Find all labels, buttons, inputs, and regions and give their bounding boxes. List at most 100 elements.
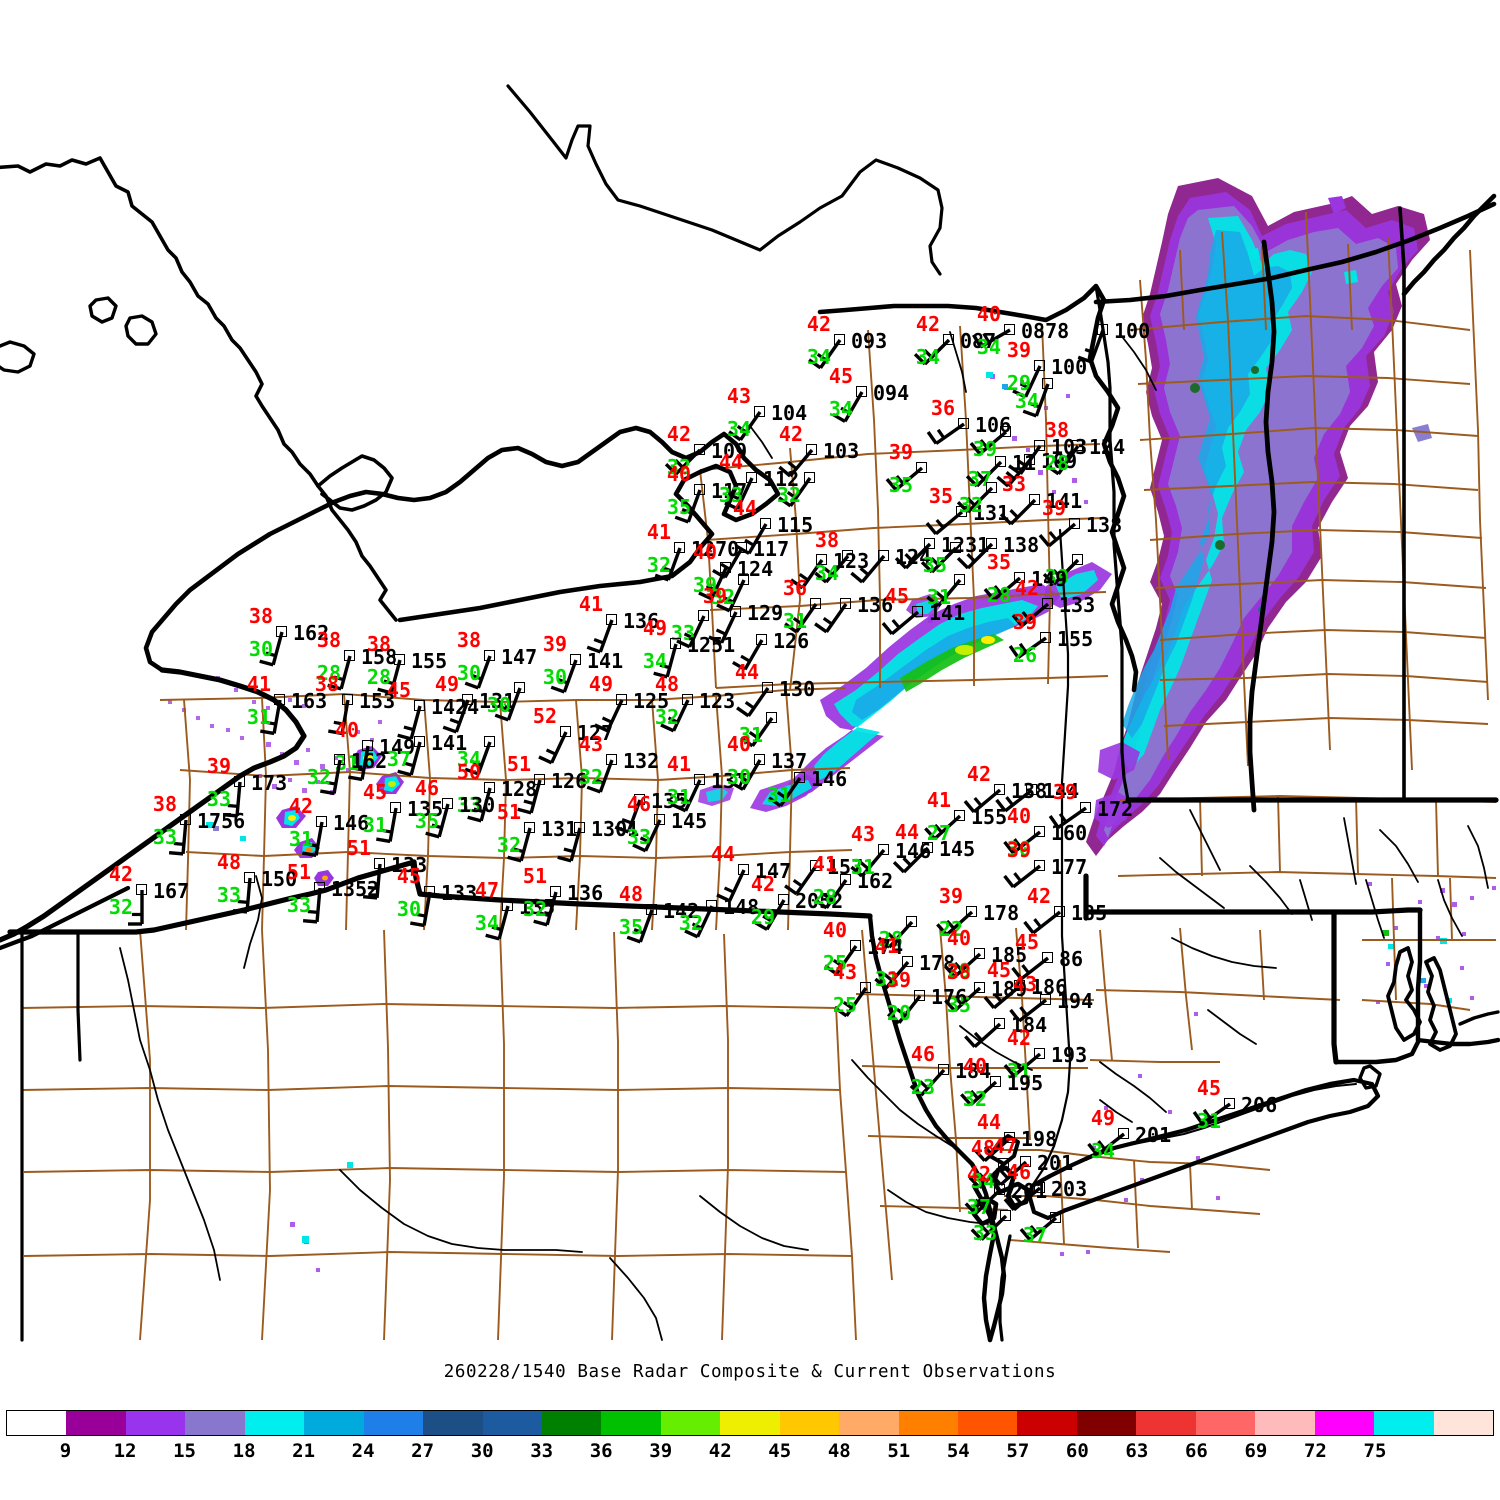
- station-identifier: 126: [773, 629, 810, 653]
- station-marker: [334, 754, 345, 765]
- station-marker: [414, 700, 425, 711]
- station-identifier: 176: [931, 985, 968, 1009]
- station-marker: [924, 538, 935, 549]
- station-identifier: 174: [867, 935, 904, 959]
- station-temperature: 41: [926, 788, 951, 812]
- station-temperature: 42: [108, 862, 133, 886]
- station-temperature: 39: [1052, 780, 1077, 804]
- station-dewpoint: 30: [726, 765, 751, 789]
- station-marker: [720, 562, 731, 573]
- radar-map-canvas[interactable]: 4234093453409442340874034087839291001003…: [0, 0, 1500, 1356]
- wind-barb-icon: [425, 803, 450, 839]
- wind-barb-icon: [716, 579, 746, 613]
- station-dewpoint: 37: [1022, 1223, 1047, 1247]
- station-marker: [534, 774, 545, 785]
- station-identifier: 145: [671, 809, 708, 833]
- colorbar-tick: 48: [827, 1440, 851, 1462]
- station-dewpoint: 37: [966, 1195, 991, 1219]
- station-temperature: 39: [886, 968, 911, 992]
- station-temperature: 48: [970, 1136, 995, 1160]
- station-marker: [524, 822, 535, 833]
- wind-barb-icon: [302, 887, 322, 924]
- colorbar-segment: [1374, 1411, 1434, 1435]
- station-dewpoint: 32: [962, 1087, 987, 1111]
- station-marker: [804, 472, 815, 483]
- station-identifier: 162: [293, 621, 330, 645]
- wind-barb-icon: [464, 655, 492, 690]
- colorbar-segment: [185, 1411, 245, 1435]
- colorbar-tick-labels: 9 12 15 18 21 24 27 30 33 36 39 42 45 48 51 54 57 60 63 66 6…: [6, 1436, 1494, 1466]
- wind-barb-icon: [1038, 522, 1077, 548]
- station-identifier: 172: [1097, 797, 1134, 821]
- station-temperature: 46: [1006, 1160, 1031, 1184]
- colorbar-tick: 60: [1065, 1440, 1089, 1462]
- station-temperature: 39: [1006, 838, 1031, 862]
- station-temperature: 51: [286, 860, 311, 884]
- wind-barb-icon: [716, 869, 746, 903]
- station-marker: [374, 858, 385, 869]
- station-marker: [950, 542, 961, 553]
- station-marker: [606, 754, 617, 765]
- colorbar-tick: 66: [1184, 1440, 1208, 1462]
- reflectivity-colorbar[interactable]: 9 12 15 18 21 24 27 30 33 36 39 42 45 48 51 54 57 60 63 66 6…: [6, 1410, 1494, 1490]
- station-temperature: 45: [1014, 930, 1039, 954]
- station-identifier: 145: [939, 837, 976, 861]
- station-dewpoint: 32: [646, 553, 671, 577]
- station-identifier: 206: [1241, 1093, 1278, 1117]
- station-temperature: 40: [822, 918, 847, 942]
- wind-barb-icon: [924, 814, 962, 841]
- station-marker: [442, 798, 453, 809]
- station-temperature: 44: [734, 660, 759, 684]
- wind-barb-icon: [972, 328, 1011, 349]
- station-marker: [1118, 1128, 1129, 1139]
- wind-barb-icon: [348, 745, 370, 782]
- station-identifier: 130: [459, 793, 496, 817]
- station-marker: [794, 772, 805, 783]
- station-temperature: 51: [506, 752, 531, 776]
- station-identifier: 193: [1051, 1043, 1088, 1067]
- station-identifier: 104: [771, 401, 808, 425]
- station-marker: [834, 334, 845, 345]
- station-marker: [276, 626, 287, 637]
- station-dewpoint: 34: [806, 345, 831, 369]
- station-dewpoint: 37: [386, 747, 411, 771]
- station-identifier: 128: [501, 777, 538, 801]
- station-dewpoint: 31: [850, 855, 875, 879]
- wind-barb-icon: [653, 643, 678, 679]
- station-dewpoint: 28: [878, 927, 903, 951]
- colorbar-tick: 18: [232, 1440, 256, 1462]
- station-marker: [1004, 324, 1015, 335]
- station-identifier: 1301: [591, 817, 640, 841]
- station-identifier: 124: [1089, 435, 1126, 459]
- wind-barb-icon: [925, 510, 964, 536]
- station-temperature: 51: [496, 800, 521, 824]
- colorbar-tick: 75: [1363, 1440, 1387, 1462]
- station-dewpoint: 34: [1090, 1139, 1115, 1163]
- station-dewpoint: 32: [678, 911, 703, 935]
- station-temperature: 40: [334, 718, 359, 742]
- station-marker: [1042, 952, 1053, 963]
- station-dewpoint: 33: [286, 893, 311, 917]
- station-identifier: 185: [1071, 901, 1108, 925]
- station-identifier: 153: [359, 689, 396, 713]
- station-temperature: 40: [666, 462, 691, 486]
- station-marker: [954, 810, 965, 821]
- station-marker: [842, 550, 853, 561]
- station-marker: [994, 1184, 1005, 1195]
- product-title: 260228/1540 Base Radar Composite & Curre…: [443, 1362, 1057, 1382]
- station-temperature: 42: [915, 312, 940, 336]
- station-temperature: 45: [1196, 1076, 1221, 1100]
- station-marker: [914, 990, 925, 1001]
- station-dewpoint: 31: [666, 785, 691, 809]
- station-dewpoint: 23: [910, 1075, 935, 1099]
- station-identifier: 093: [851, 329, 888, 353]
- station-identifier: 141: [929, 601, 966, 625]
- station-identifier: 184: [955, 1059, 992, 1083]
- station-marker: [1072, 554, 1083, 565]
- station-marker: [906, 916, 917, 927]
- wind-barb-icon: [168, 819, 188, 856]
- station-identifier: 094: [873, 381, 910, 405]
- station-temperature: 40: [962, 1054, 987, 1078]
- station-temperature: 42: [750, 872, 775, 896]
- station-identifier: 184: [1011, 1013, 1048, 1037]
